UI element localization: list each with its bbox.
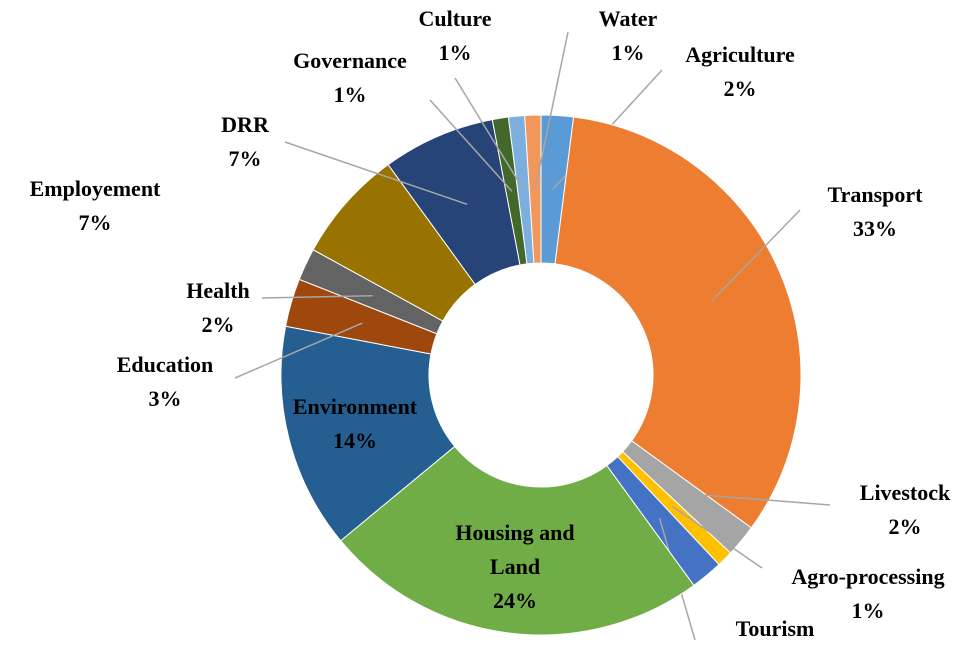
leader-line [684,492,831,506]
value-label: 33% [853,216,897,241]
category-label: Agriculture [685,42,795,67]
value-label: 1% [333,82,367,107]
category-label: Tourism [735,616,815,641]
value-label: 1% [611,40,645,65]
category-label: Housing and Land [455,520,575,579]
category-label: Water [598,6,658,31]
data-label: Culture 1% [419,2,492,70]
category-label: Health [186,278,250,303]
value-label: 7% [78,210,112,235]
value-label: 1% [851,598,885,623]
value-label: 7% [228,146,262,171]
category-label: Livestock [859,480,951,505]
donut-slice [554,116,802,529]
category-label: Employement [29,176,161,201]
data-label: Education 3% [117,348,214,416]
data-label: Livestock 2% [860,476,950,544]
value-label: 2% [723,76,757,101]
leader-line [234,322,363,379]
data-label: Health 2% [186,274,250,342]
leader-line [454,77,525,191]
category-label: DRR [221,112,269,137]
category-label: Culture [418,6,492,31]
data-label: Tourism [736,612,815,646]
value-label: 1% [438,40,472,65]
data-label: Agro-processing 1% [791,560,944,628]
category-label: Education [116,352,214,377]
leader-line [534,31,569,190]
leader-line [261,295,373,299]
data-label: DRR 7% [221,108,269,176]
data-label: Agriculture 2% [685,38,795,106]
leader-line [711,209,801,302]
donut-slice [339,445,695,636]
category-label: Governance [293,48,407,73]
data-label: Governance 1% [293,44,407,112]
value-label: 14% [333,428,377,453]
donut-slice [524,114,542,264]
category-label: Transport [827,182,923,207]
leader-line [672,505,763,569]
value-label: 2% [201,312,235,337]
leader-line [284,141,468,206]
data-label: Transport 33% [828,178,923,246]
data-label: Employement 7% [30,172,161,240]
data-label: Water 1% [599,2,658,70]
data-label: Housing and Land 24% [430,516,600,618]
category-label: Agro-processing [791,564,945,589]
data-label: Environment 14% [293,390,417,458]
donut-slice [280,325,456,542]
value-label: 2% [888,514,922,539]
value-label: 24% [493,588,537,613]
leader-line [429,99,513,192]
category-label: Environment [292,394,418,419]
value-label: 3% [148,386,182,411]
